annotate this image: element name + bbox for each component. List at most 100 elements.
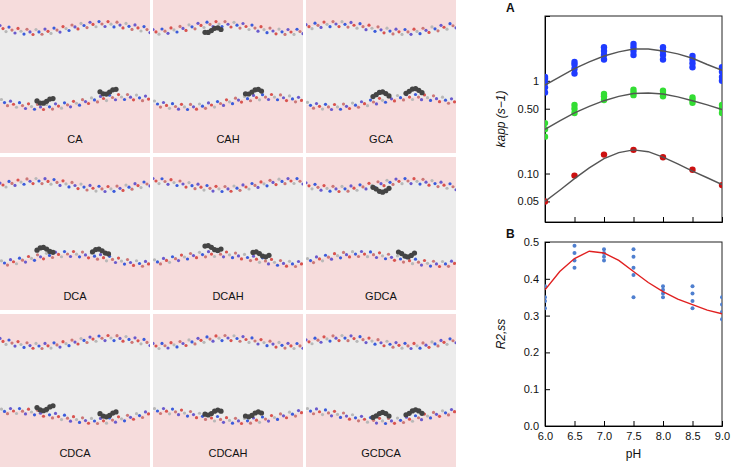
lipid-head: [250, 336, 253, 339]
lipid-head: [406, 179, 409, 182]
lipid-head: [135, 93, 138, 96]
lipid-head: [127, 338, 130, 341]
lipid-head: [277, 178, 280, 181]
lipid-head: [12, 260, 15, 263]
lipid-head: [279, 259, 282, 262]
snapshot-label: DCA: [63, 290, 87, 302]
lipid-head: [223, 334, 226, 337]
lipid-head: [226, 23, 229, 26]
lipid-head: [448, 337, 451, 340]
lipid-head: [436, 185, 439, 188]
lipid-head: [366, 255, 369, 258]
lipid-head: [115, 184, 118, 187]
lipid-head: [442, 341, 445, 344]
lipid-head: [123, 419, 126, 422]
lipid-head: [51, 256, 54, 259]
lipid-head: [43, 342, 46, 345]
lipid-head: [99, 253, 102, 256]
lipid-head: [0, 259, 3, 262]
y-tick: 0.5: [524, 236, 550, 248]
lipid-head: [183, 105, 186, 108]
lipid-head: [49, 346, 52, 349]
lipid-head: [217, 337, 220, 340]
snapshot-panel: [0, 0, 150, 153]
lipid-head: [168, 107, 171, 110]
lipid-head: [226, 187, 229, 190]
lipid-head: [271, 181, 274, 184]
data-point: [691, 306, 695, 310]
y-tick-label: 0.1: [524, 383, 539, 395]
lipid-head: [94, 189, 97, 192]
lipid-head: [175, 345, 178, 348]
lipid-head: [262, 28, 265, 31]
lipid-head: [403, 28, 406, 31]
lipid-head: [288, 411, 291, 414]
lipid-head: [211, 189, 214, 192]
lipid-head: [403, 342, 406, 345]
lipid-head: [240, 257, 243, 260]
lipid-head: [406, 344, 409, 347]
data-point: [660, 88, 666, 94]
lipid-head: [310, 187, 313, 190]
lipid-head: [184, 344, 187, 347]
lipid-head: [142, 338, 145, 341]
lipid-head: [112, 339, 115, 342]
lipid-head: [223, 20, 226, 23]
lipid-head: [55, 181, 58, 184]
x-tick-label: 8.5: [685, 430, 700, 442]
lipid-head: [435, 97, 438, 100]
lipid-head: [445, 28, 448, 31]
lipid-head: [283, 182, 286, 185]
y-tick-mark: [545, 316, 550, 317]
snapshot-label: DCAH: [212, 290, 243, 302]
y-axis-title: R2,ss: [494, 319, 508, 350]
lipid-head: [262, 182, 265, 185]
lipid-head: [183, 411, 186, 414]
lipid-head: [361, 185, 364, 188]
lipid-head: [307, 340, 310, 343]
lipid-head: [321, 413, 324, 416]
lipid-head: [450, 97, 453, 100]
lipid-head: [85, 188, 88, 191]
lipid-head: [196, 183, 199, 186]
lipid-head: [421, 178, 424, 181]
lipid-head: [372, 253, 375, 256]
lipid-head: [309, 410, 312, 413]
lipid-head: [346, 25, 349, 28]
lipid-head: [72, 250, 75, 253]
lipid-head: [153, 407, 156, 410]
lipid-head: [441, 96, 444, 99]
lipid-head: [385, 179, 388, 182]
lipid-head: [60, 418, 63, 421]
lipid-head: [378, 97, 381, 100]
lipid-head: [202, 188, 205, 191]
lipid-head: [291, 262, 294, 265]
lipid-head: [411, 262, 414, 265]
lipid-head: [427, 31, 430, 34]
lipid-head: [360, 415, 363, 418]
data-point: [720, 295, 722, 299]
lipid-head: [409, 33, 412, 36]
figure: CACAHGCADCADCAHGDCACDCACDCAHGCDCA0.050.1…: [0, 0, 737, 468]
lipid-head: [28, 344, 31, 347]
water-background: [153, 157, 303, 310]
lipid-head: [70, 23, 73, 26]
membrane-core: [153, 181, 303, 264]
x-tick-mark: [575, 217, 576, 222]
lipid-head: [301, 182, 303, 185]
lipid-head: [333, 410, 336, 413]
lipid-head: [397, 30, 400, 33]
lipid-head: [256, 342, 259, 345]
lipid-head: [63, 414, 66, 417]
lipid-head: [439, 339, 442, 342]
lipid-head: [408, 95, 411, 98]
lipid-head: [258, 98, 261, 101]
lipid-head: [334, 337, 337, 340]
lipid-head: [195, 416, 198, 419]
lipid-head: [454, 188, 456, 191]
lipid-head: [70, 181, 73, 184]
lipid-head: [153, 342, 155, 345]
x-tick-label: 8.0: [656, 430, 671, 442]
lipid-head: [156, 409, 159, 412]
lipid-head: [346, 339, 349, 342]
